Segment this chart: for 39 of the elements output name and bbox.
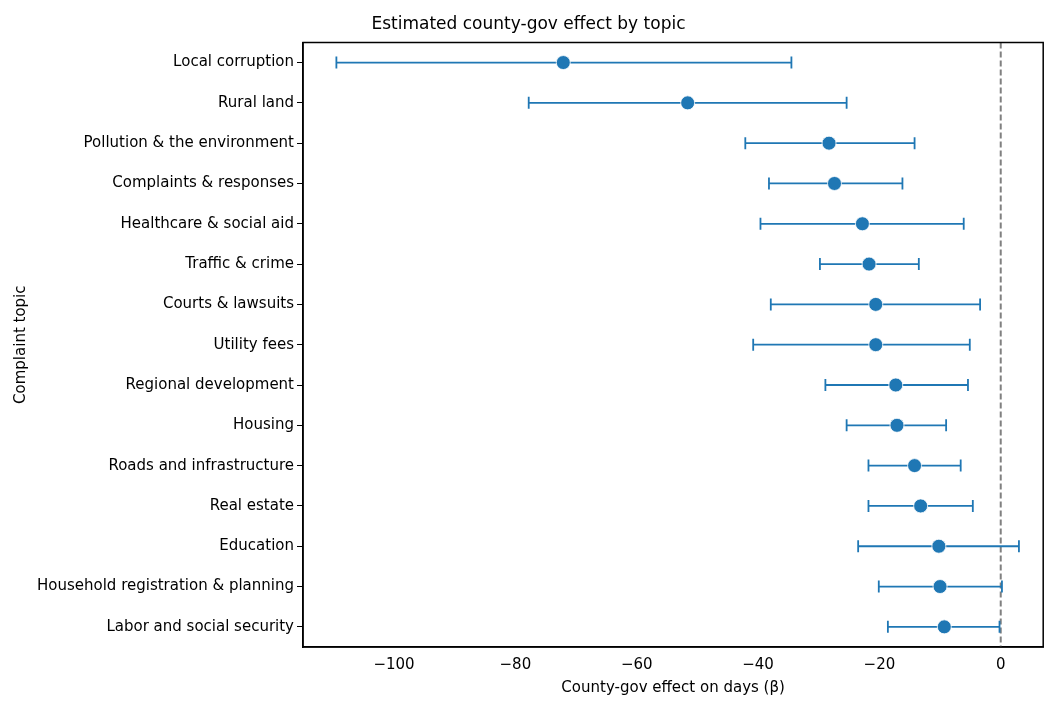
y-tick-label: Education — [219, 536, 295, 555]
y-tick-label: Courts & lawsuits — [162, 294, 295, 313]
y-tick-label: Healthcare & social aid — [120, 213, 295, 232]
y-tick-label: Real estate — [209, 495, 295, 514]
point — [913, 498, 929, 514]
y-axis-title: Complaint topic — [10, 285, 29, 404]
y-tick-label: Household registration & planning — [37, 576, 295, 595]
y-tick-label: Housing — [233, 415, 295, 434]
point — [868, 296, 884, 312]
point — [936, 619, 952, 635]
point — [868, 337, 884, 353]
chart-title: Estimated county-gov effect by topic — [371, 12, 686, 33]
point — [861, 256, 877, 272]
x-tick-label: −40 — [742, 654, 774, 673]
x-tick-label: −80 — [499, 654, 532, 673]
y-tick-label: Local corruption — [173, 52, 295, 71]
point — [889, 417, 905, 433]
point — [555, 55, 571, 70]
point — [821, 135, 837, 151]
point — [855, 216, 870, 232]
y-tick-label: Labor and social security — [106, 616, 295, 635]
x-tick-label: −100 — [373, 654, 415, 673]
point — [827, 176, 842, 191]
x-tick-label: 0 — [995, 654, 1006, 673]
x-axis-title: County-gov effect on days (β) — [561, 677, 785, 696]
y-tick-label: Regional development — [125, 374, 295, 393]
y-tick-label: Pollution & the environment — [83, 133, 295, 152]
y-tick-label: Rural land — [218, 92, 295, 111]
point — [931, 538, 947, 554]
point — [888, 377, 904, 393]
y-tick-label: Utility fees — [213, 334, 295, 353]
x-tick-label: −20 — [863, 654, 896, 673]
y-tick-label: Complaints & responses — [112, 173, 295, 192]
y-tick-label: Traffic & crime — [184, 253, 295, 272]
x-tick-label: −60 — [620, 654, 653, 673]
y-tick-label: Roads and infrastructure — [108, 455, 295, 474]
point — [907, 458, 922, 474]
point — [932, 579, 948, 594]
point — [680, 95, 696, 111]
